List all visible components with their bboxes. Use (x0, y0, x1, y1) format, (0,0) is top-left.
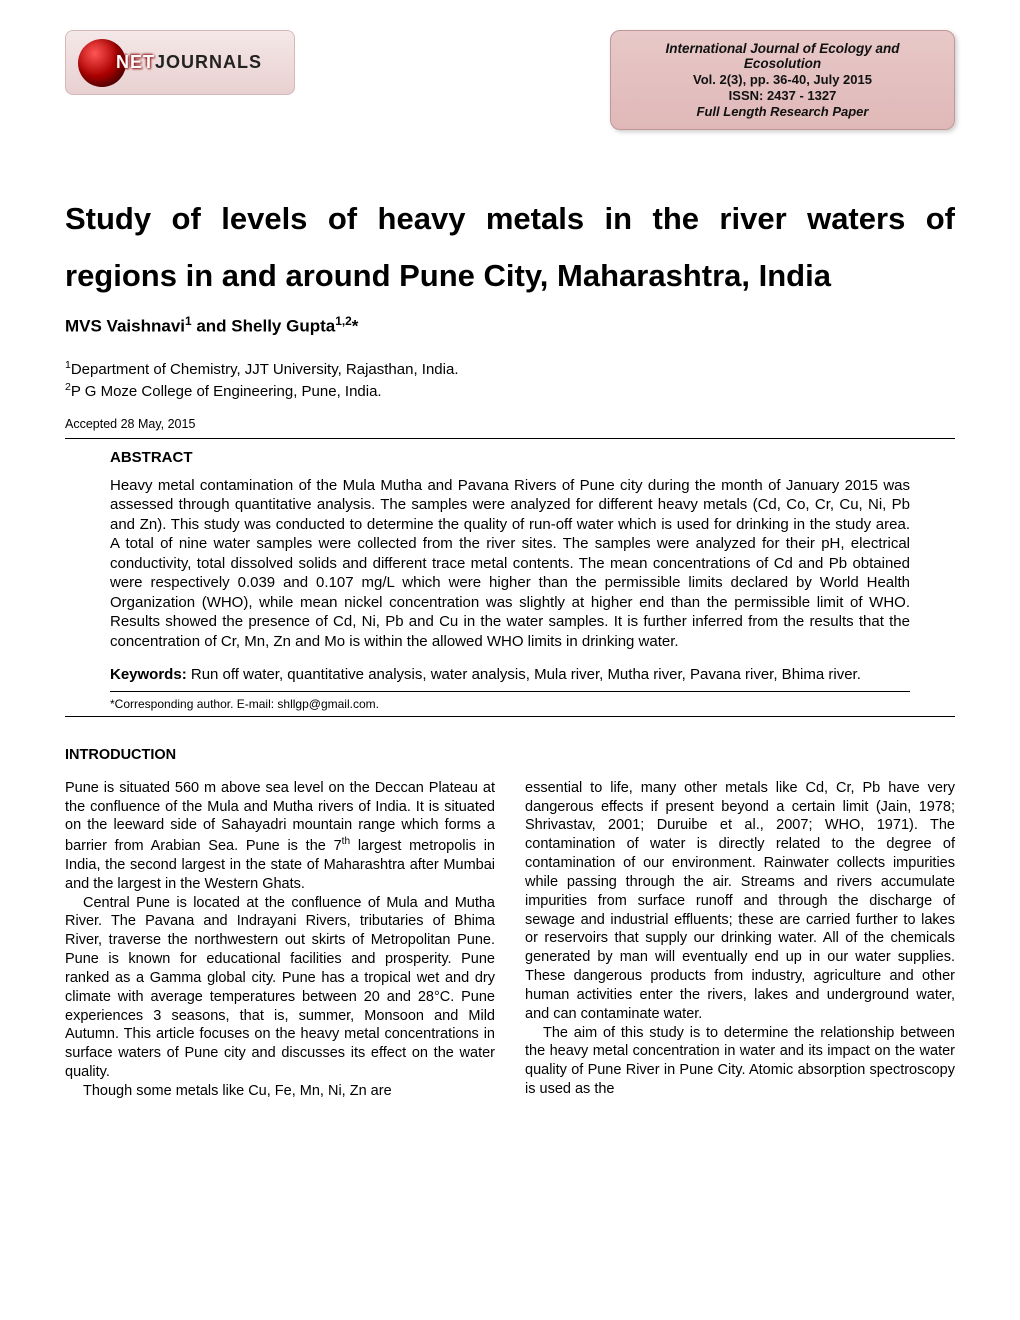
author-1: MVS Vaishnavi (65, 316, 185, 335)
author-2-sup: 1,2 (335, 314, 352, 328)
keywords: Keywords: Run off water, quantitative an… (110, 665, 910, 685)
logo-journals: JOURNALS (155, 52, 262, 73)
aff-1-text: Department of Chemistry, JJT University,… (71, 361, 459, 378)
authors: MVS Vaishnavi1 and Shelly Gupta1,2* (65, 314, 955, 337)
divider-top (65, 438, 955, 439)
col2-para2: The aim of this study is to determine th… (525, 1024, 955, 1099)
divider-mid (110, 691, 910, 692)
affiliation-1: 1Department of Chemistry, JJT University… (65, 358, 955, 380)
body-columns: Pune is situated 560 m above sea level o… (65, 779, 955, 1101)
journal-info-box: International Journal of Ecology and Eco… (610, 30, 955, 130)
aff-2-text: P G Moze College of Engineering, Pune, I… (71, 383, 382, 400)
journal-volume: Vol. 2(3), pp. 36-40, July 2015 (625, 72, 940, 87)
column-right: essential to life, many other metals lik… (525, 779, 955, 1101)
article-title-line2: regions in and around Pune City, Maharas… (65, 257, 955, 296)
logo-net: NET (116, 52, 155, 73)
col1-para3: Though some metals like Cu, Fe, Mn, Ni, … (65, 1082, 495, 1101)
keywords-text: Run off water, quantitative analysis, wa… (187, 666, 861, 683)
accepted-date: Accepted 28 May, 2015 (65, 417, 955, 431)
abstract-block: ABSTRACT Heavy metal contamination of th… (65, 449, 955, 711)
corresponding-star: * (352, 316, 359, 335)
col2-para1: essential to life, many other metals lik… (525, 779, 955, 1024)
affiliation-2: 2P G Moze College of Engineering, Pune, … (65, 380, 955, 402)
col1-para1: Pune is situated 560 m above sea level o… (65, 779, 495, 894)
journal-paper-type: Full Length Research Paper (625, 104, 940, 119)
abstract-text: Heavy metal contamination of the Mula Mu… (110, 476, 910, 652)
authors-and: and (192, 316, 232, 335)
author-1-sup: 1 (185, 314, 192, 328)
journal-issn: ISSN: 2437 - 1327 (625, 88, 940, 103)
corresponding-author: *Corresponding author. E-mail: shllgp@gm… (110, 697, 910, 711)
abstract-heading: ABSTRACT (110, 449, 910, 466)
affiliations: 1Department of Chemistry, JJT University… (65, 358, 955, 403)
col1-para2: Central Pune is located at the confluenc… (65, 894, 495, 1082)
article-title-line1: Study of levels of heavy metals in the r… (65, 200, 955, 239)
divider-bottom (65, 716, 955, 717)
col1-p1-sup: th (342, 836, 350, 847)
journal-name: International Journal of Ecology and Eco… (625, 41, 940, 71)
author-2: Shelly Gupta (231, 316, 335, 335)
introduction-heading: INTRODUCTION (65, 747, 955, 763)
header-row: NET JOURNALS International Journal of Ec… (65, 30, 955, 130)
logo-text: NET JOURNALS (134, 52, 280, 73)
keywords-label: Keywords: (110, 666, 187, 683)
column-left: Pune is situated 560 m above sea level o… (65, 779, 495, 1101)
publisher-logo: NET JOURNALS (65, 30, 295, 95)
